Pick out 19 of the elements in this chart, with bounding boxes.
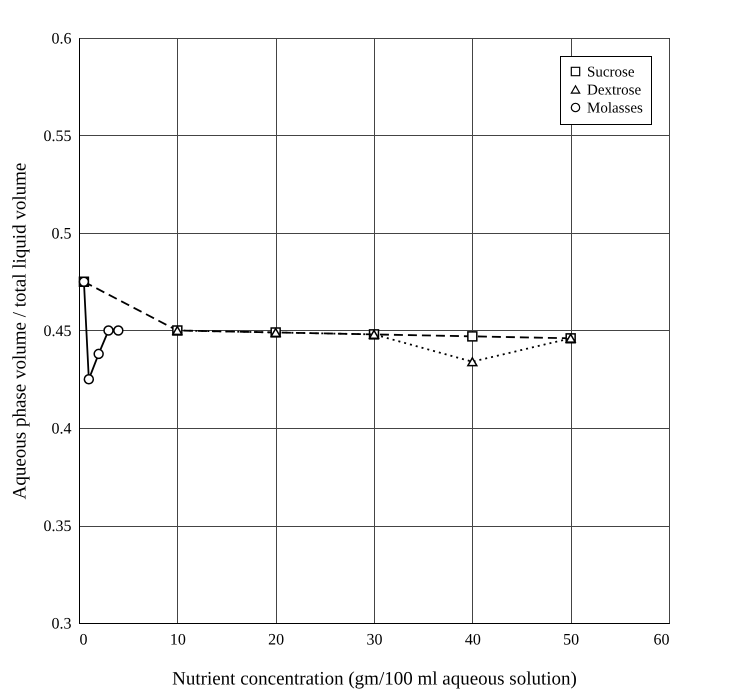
x-tick-label: 60 [654,632,670,648]
y-tick-label: 0.45 [44,323,72,340]
x-tick-label: 10 [170,632,186,648]
y-tick-label: 0.4 [52,420,72,438]
y-tick-label: 0.3 [52,616,72,632]
x-tick-label: 30 [366,632,382,648]
legend-label: Sucrose [587,64,635,80]
x-axis-title: Nutrient concentration (gm/100 ml aqueous solution) [172,668,577,690]
x-tick-label: 40 [464,632,481,648]
y-tick-label: 0.5 [52,226,72,242]
legend-label: Molasses [587,100,643,116]
y-tick-label: 0.6 [52,30,72,48]
x-tick-label: 20 [268,632,284,648]
y-axis-title: Aqueous phase volume / total liquid volume [10,162,30,500]
legend-label: Dextrose [587,82,642,98]
y-tick-label: 0.55 [44,128,72,145]
x-tick-label: 50 [563,632,580,648]
y-tick-label: 0.35 [44,518,72,535]
x-tick-label: 0 [80,632,88,648]
